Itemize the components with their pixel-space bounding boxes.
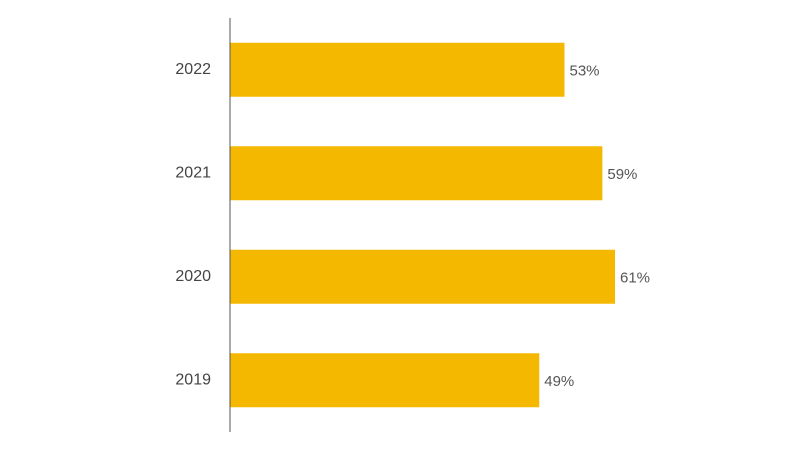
y-tick-label: 2022 bbox=[175, 61, 211, 78]
bar bbox=[230, 249, 615, 304]
y-tick-label: 2021 bbox=[175, 164, 211, 181]
bar bbox=[230, 42, 565, 97]
value-label: 59% bbox=[607, 166, 637, 183]
bar bbox=[230, 353, 540, 408]
y-tick-label: 2020 bbox=[175, 268, 211, 285]
value-label: 61% bbox=[620, 270, 650, 287]
value-label: 53% bbox=[570, 63, 600, 80]
value-label: 49% bbox=[544, 373, 574, 390]
bar bbox=[230, 146, 603, 201]
y-tick-label: 2019 bbox=[175, 371, 211, 388]
